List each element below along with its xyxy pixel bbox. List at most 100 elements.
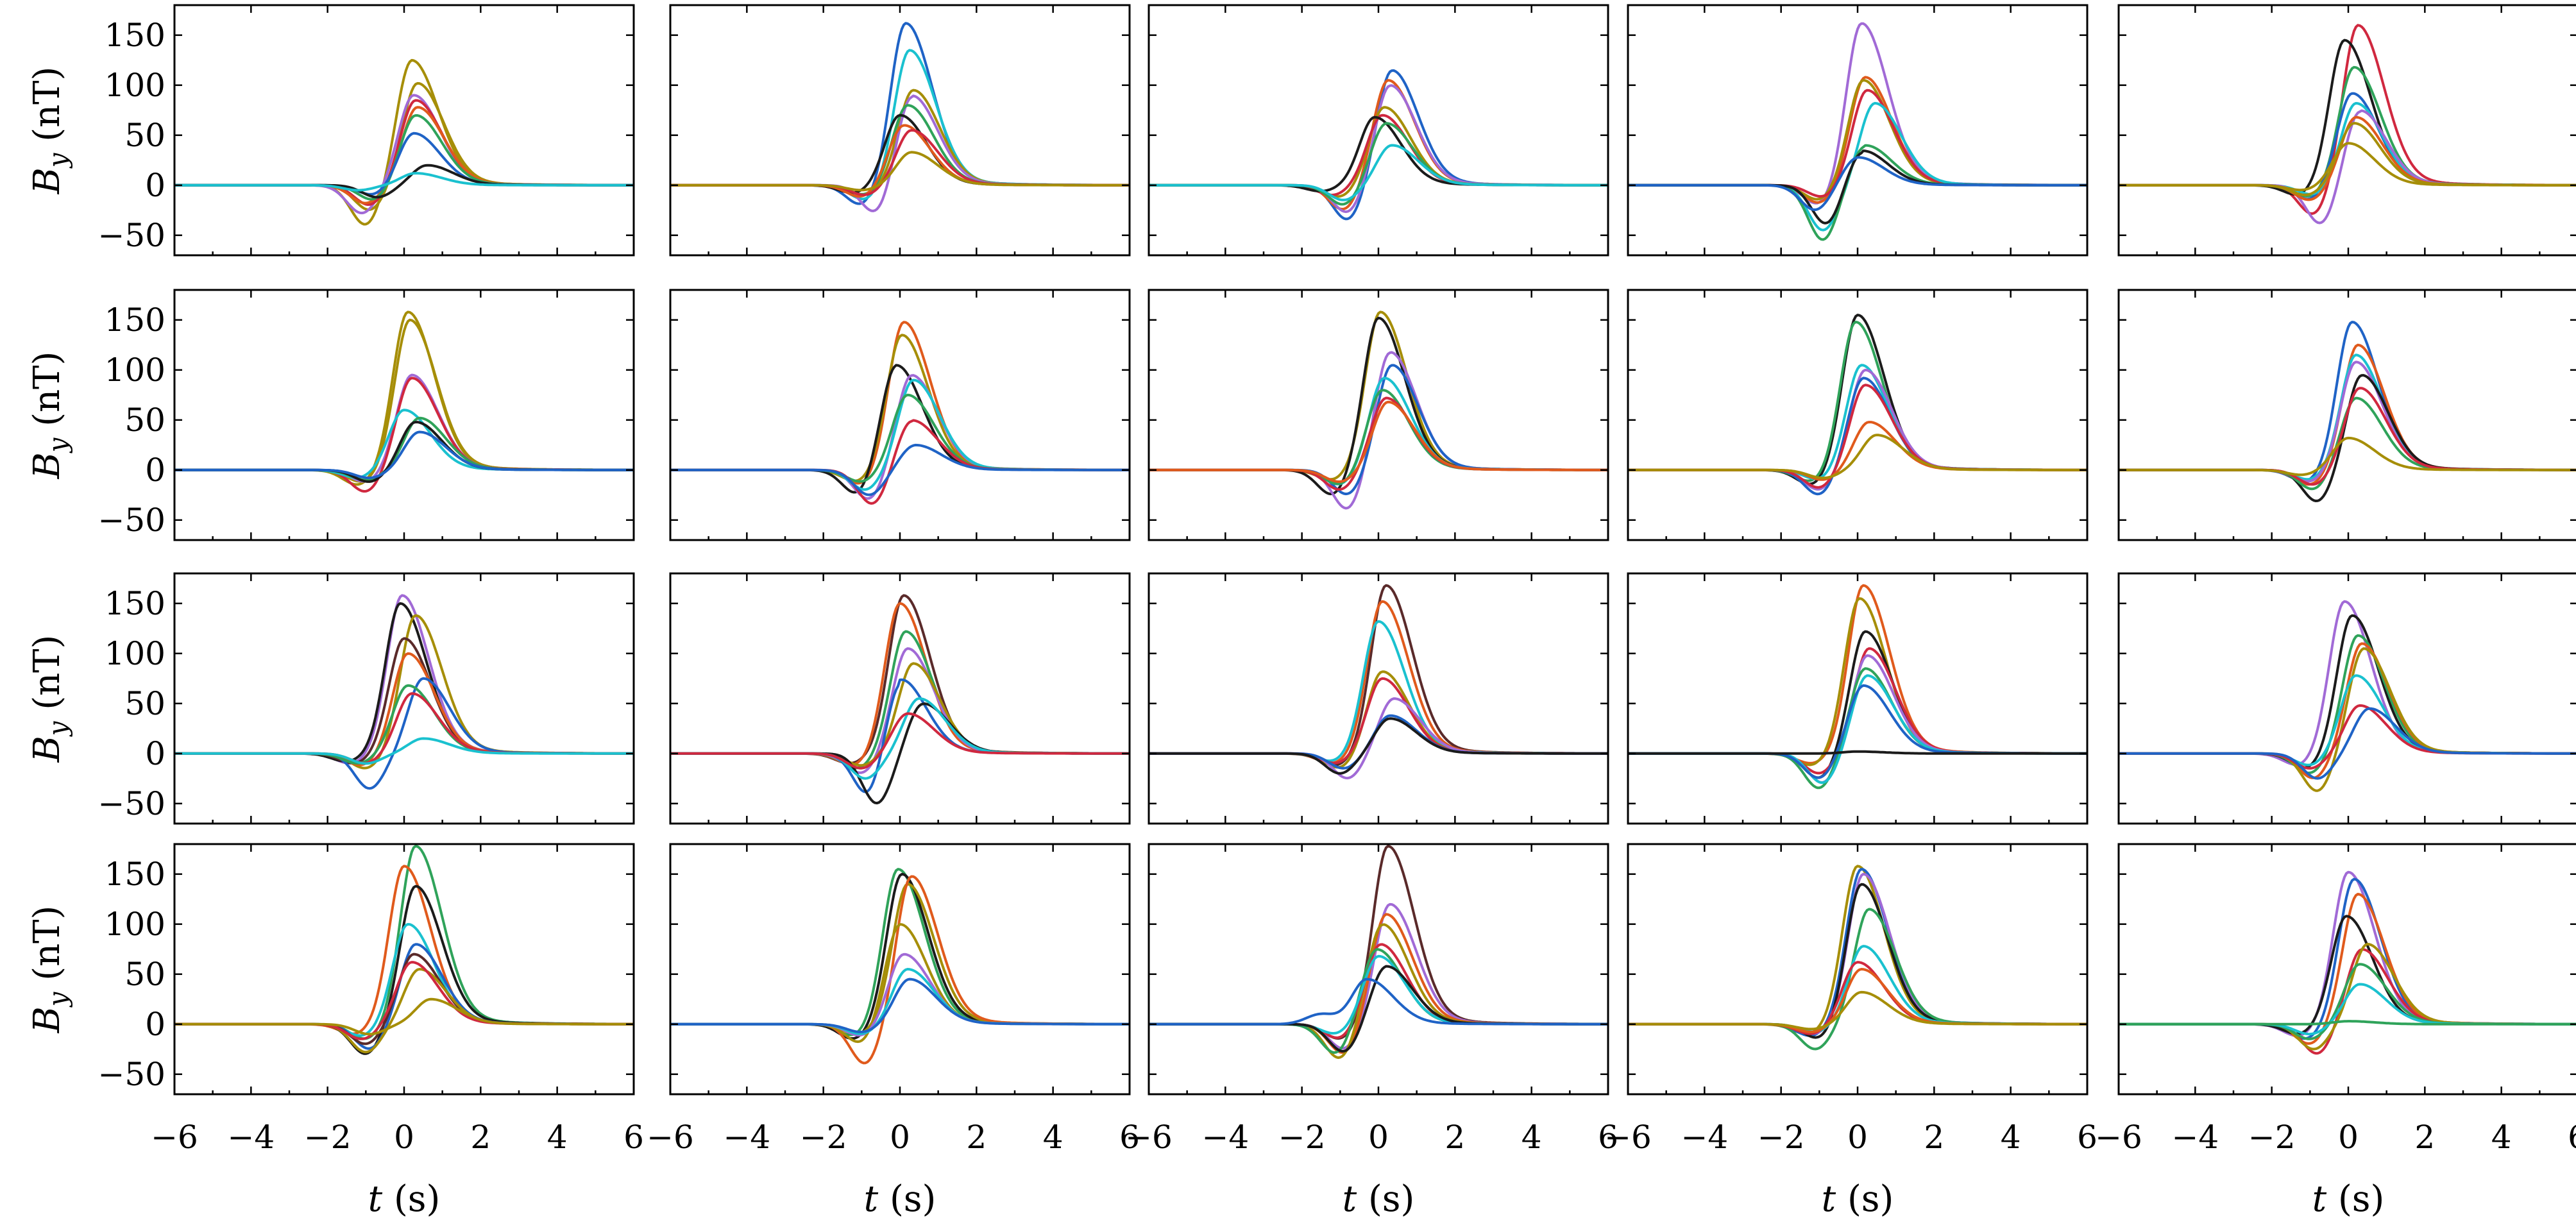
series-group <box>2119 24 2576 224</box>
series-group <box>1149 845 1608 1059</box>
subplot-r0-c2 <box>1148 4 1609 257</box>
series-line-7 <box>2119 436 2576 477</box>
subplot-r2-c0: −50 0 50 100 150 By (nT) <box>26 572 635 825</box>
y-axis-title-unit: (nT) <box>26 67 68 153</box>
series-line-7 <box>1149 400 1608 483</box>
series-line-7 <box>1149 717 1608 775</box>
series-group <box>1628 22 2087 241</box>
x-tick-label: 6 <box>623 1119 644 1156</box>
x-tick-label: 4 <box>1043 1119 1063 1156</box>
series-line-4 <box>670 378 1130 491</box>
series-group <box>2119 321 2576 502</box>
series-line-7 <box>1149 144 1608 201</box>
series-group <box>174 310 634 493</box>
y-tick-label: 150 <box>105 856 165 893</box>
series-line-1 <box>174 602 634 763</box>
plot-frame <box>2117 843 2576 1096</box>
series-line-5 <box>1149 115 1608 192</box>
x-tick-label: −2 <box>2248 1119 2296 1156</box>
subplot-r1-c1 <box>669 289 1131 541</box>
y-axis-title-unit: (nT) <box>26 635 68 722</box>
y-tick-label: 150 <box>105 17 165 54</box>
x-axis-title: t (s) <box>2312 1178 2385 1220</box>
series-line-4 <box>174 943 634 1050</box>
series-line-4 <box>2119 948 2576 1055</box>
series-line-3 <box>2119 915 2576 1035</box>
subplot-r2-c1 <box>669 572 1131 825</box>
x-tick-label: 4 <box>2491 1119 2512 1156</box>
series-line-5 <box>1628 144 2087 241</box>
series-line-7 <box>174 164 634 199</box>
plot-frame <box>1627 289 2089 541</box>
x-axis-title: t (s) <box>1343 1178 1415 1220</box>
x-tick-label: −2 <box>1758 1119 1805 1156</box>
series-line-8 <box>2119 142 2576 192</box>
x-axis-title-unit: (s) <box>878 1178 936 1220</box>
series-line-3 <box>2119 360 2576 483</box>
series-group <box>2119 870 2576 1055</box>
y-tick-label: 50 <box>124 117 165 154</box>
x-tick-label: −6 <box>647 1119 694 1156</box>
subplot-r1-c0: −50 0 50 100 150 By (nT) <box>26 289 635 541</box>
series-line-4 <box>174 409 634 479</box>
x-tick-label: 4 <box>1521 1119 1542 1156</box>
y-tick-label: −50 <box>97 785 165 822</box>
series-line-1 <box>1149 79 1608 211</box>
x-tick-label: −6 <box>1604 1119 1652 1156</box>
series-line-2 <box>670 630 1130 770</box>
x-tick-label: −6 <box>1125 1119 1173 1156</box>
series-line-0 <box>2119 321 2576 482</box>
y-axis-title-var: B <box>26 736 68 763</box>
series-line-8 <box>670 151 1130 192</box>
series-group <box>174 594 634 790</box>
series-group <box>1149 584 1608 780</box>
x-axis-title-var: t <box>864 1178 879 1220</box>
x-tick-label: 0 <box>1368 1119 1389 1156</box>
series-group <box>1628 314 2087 496</box>
series-line-5 <box>1628 667 2087 790</box>
y-axis-title-sub: y <box>44 720 73 737</box>
x-tick-label: −4 <box>723 1119 770 1156</box>
series-line-6 <box>1149 396 1608 491</box>
series-line-2 <box>1149 351 1608 510</box>
x-axis-title-unit: (s) <box>1357 1178 1414 1220</box>
series-group <box>670 22 1130 212</box>
series-line-6 <box>2119 704 2576 770</box>
y-axis-title: By (nT) <box>26 635 73 763</box>
series-line-0 <box>670 868 1130 1037</box>
series-line-7 <box>670 697 1130 780</box>
series-line-5 <box>1149 697 1608 780</box>
series-line-5 <box>1628 945 2087 1033</box>
series-line-4 <box>1628 654 2087 784</box>
x-tick-label: −6 <box>2095 1119 2142 1156</box>
series-line-7 <box>2119 707 2576 780</box>
x-axis-title-unit: (s) <box>1836 1178 1894 1220</box>
series-line-4 <box>1628 101 2087 232</box>
series-line-0 <box>174 845 634 1040</box>
series-line-7 <box>174 961 634 1040</box>
series-group <box>1628 584 2087 790</box>
series-group <box>670 321 1130 505</box>
x-tick-label: 4 <box>547 1119 568 1156</box>
series-line-8 <box>174 172 634 192</box>
series-line-2 <box>1628 630 2087 779</box>
series-line-7 <box>670 977 1130 1033</box>
y-axis-title-var: B <box>26 167 68 194</box>
x-tick-label: −2 <box>1278 1119 1326 1156</box>
subplot-r0-c0: −50 0 50 100 150 By (nT) <box>26 4 635 257</box>
x-tick-label: −4 <box>1201 1119 1249 1156</box>
series-line-5 <box>174 677 634 790</box>
x-axis-title-var: t <box>1343 1178 1357 1220</box>
y-axis-title: By (nT) <box>26 351 73 480</box>
subplot-r0-c1 <box>669 4 1131 257</box>
y-tick-label: −50 <box>97 217 165 254</box>
y-tick-label: 150 <box>105 301 165 339</box>
plot-frame <box>173 572 635 825</box>
x-tick-label: −4 <box>227 1119 275 1156</box>
x-tick-label: −6 <box>151 1119 198 1156</box>
x-axis-title-var: t <box>368 1178 383 1220</box>
y-axis-title: By (nT) <box>26 906 73 1034</box>
x-tick-label: 4 <box>2001 1119 2021 1156</box>
series-line-6 <box>174 421 634 483</box>
series-group <box>1149 69 1608 221</box>
